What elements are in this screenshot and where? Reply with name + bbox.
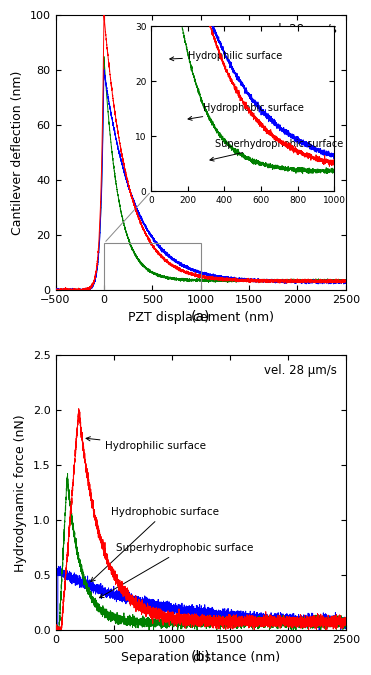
X-axis label: PZT displacement (nm): PZT displacement (nm) [128,310,274,323]
Text: (b): (b) [191,650,211,664]
Y-axis label: Hydrodynamic force (nN): Hydrodynamic force (nN) [14,414,27,572]
Y-axis label: Cantilever deflection (nm): Cantilever deflection (nm) [11,70,24,235]
Text: Hydrophilic surface: Hydrophilic surface [86,437,206,451]
Text: Hydrophobic surface: Hydrophobic surface [91,507,219,582]
X-axis label: Separation distance (nm): Separation distance (nm) [121,651,280,664]
Bar [104,244,201,290]
Text: vel. 28 μm/s: vel. 28 μm/s [264,24,337,36]
Text: (a): (a) [191,309,210,323]
Text: vel. 28 μm/s: vel. 28 μm/s [264,364,337,377]
Text: Superhydrophobic surface: Superhydrophobic surface [99,543,253,598]
